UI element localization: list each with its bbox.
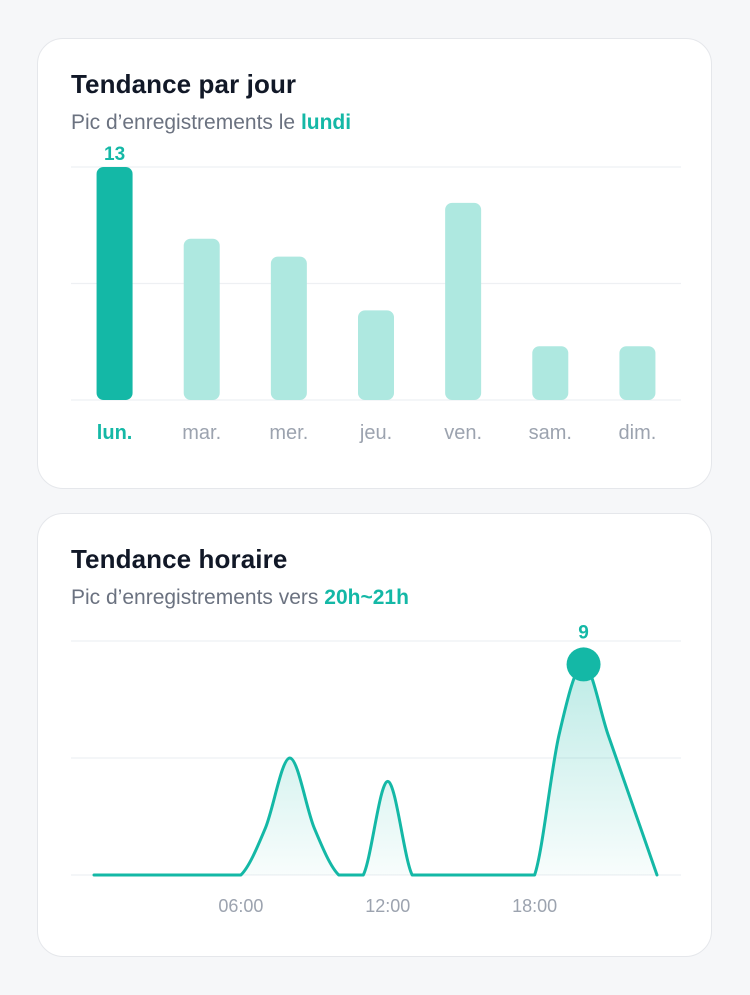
day-bar-chart: lun. 13 mar. mer. jeu. ven. sam. dim. [71,144,681,444]
bar-6 [619,346,656,400]
area-x-tick-label-1: 12:00 [365,896,410,916]
bar-category-label-0: lun. [97,422,133,444]
area-line [92,662,659,877]
day-trend-subtitle: Pic d’enregistrements le lundi [71,111,351,135]
bar-4 [445,202,482,400]
hour-area-chart: 9 06:00 12:00 18:00 [71,622,681,916]
bar-category-label-5: sam. [529,422,572,444]
hour-trend-subtitle: Pic d’enregistrements vers 20h~21h [71,586,409,610]
area-fill [94,664,657,875]
day-trend-card: Tendance par jour Pic d’enregistrements … [37,38,712,489]
hour-trend-card: Tendance horaire Pic d’enregistrements v… [37,513,712,957]
bar-3 [358,310,394,400]
bar-category-label-1: mar. [182,422,221,444]
bar-category-label-3: jeu. [359,422,392,444]
hour-trend-title: Tendance horaire [71,544,288,574]
hour-trend-subtitle-prefix: Pic d’enregistrements vers [71,586,325,609]
day-trend-title: Tendance par jour [71,69,297,99]
bar-category-label-4: ven. [444,422,482,444]
bar-1 [183,238,220,400]
day-trend-peak-day: lundi [300,111,352,134]
bar-category-label-2: mer. [269,422,308,444]
area-peak-value-label: 9 [578,622,589,643]
bar-0 [96,167,133,400]
bar-category-label-6: dim. [619,422,657,444]
area-x-tick-label-0: 06:00 [218,896,263,916]
bar-2 [270,256,307,400]
day-trend-subtitle-prefix: Pic d’enregistrements le [71,111,301,134]
hour-trend-peak-hour: 20h~21h [324,586,409,609]
bar-peak-value-label: 13 [104,144,125,165]
area-peak-point [566,647,601,682]
bar-5 [532,346,569,400]
area-x-tick-label-2: 18:00 [512,896,557,916]
